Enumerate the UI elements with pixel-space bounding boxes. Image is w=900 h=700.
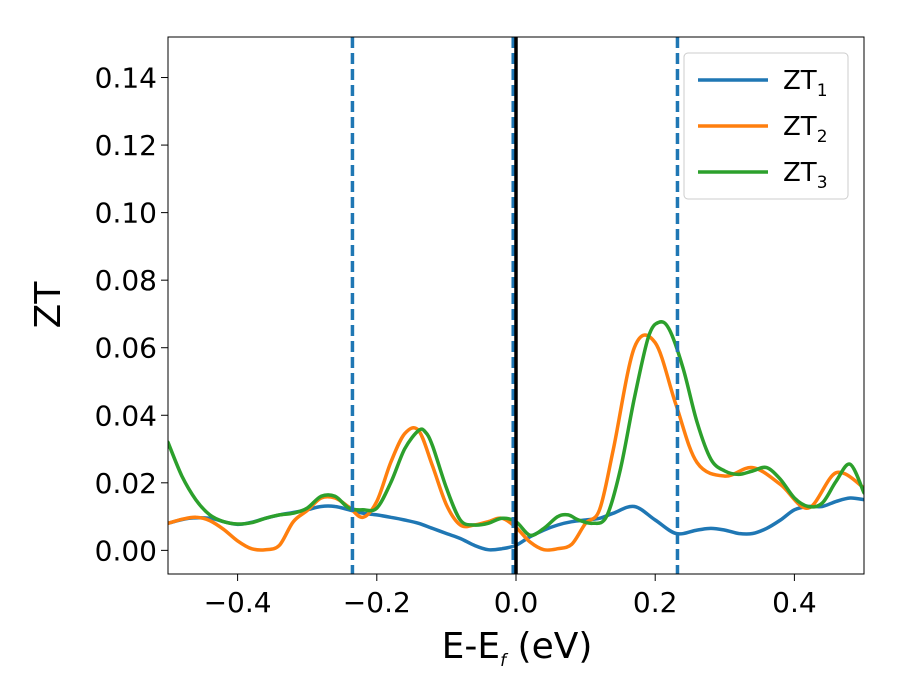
y-tick-label: 0.14 [95,62,157,95]
y-tick-label: 0.02 [95,467,157,500]
x-axis-label: E-Ef (eV) [442,626,593,671]
legend-label-zt2: ZT2 [783,112,828,147]
x-tick-label: −0.4 [204,586,272,619]
x-tick-label: 0.0 [494,586,539,619]
legend-label-zt1: ZT1 [783,66,828,101]
x-tick-label: 0.4 [772,586,817,619]
legend-label-zt3: ZT3 [783,158,828,193]
y-axis-label: ZT [28,281,69,329]
x-tick-label: −0.2 [343,586,411,619]
y-tick-label: 0.08 [95,264,157,297]
y-tick-label: 0.04 [95,399,157,432]
reference-lines [350,37,680,574]
y-tick-label: 0.00 [95,534,157,567]
legend: ZT1 ZT2 ZT3 [683,52,849,200]
y-tick-label: 0.10 [95,197,157,230]
x-tick-label: 0.2 [633,586,678,619]
y-tick-label: 0.12 [95,129,157,162]
axis-ticks: −0.4 −0.2 0.0 0.2 0.4 0.00 0.02 0.04 0.06 0.08 0.1… [95,62,817,619]
y-tick-label: 0.06 [95,332,157,365]
